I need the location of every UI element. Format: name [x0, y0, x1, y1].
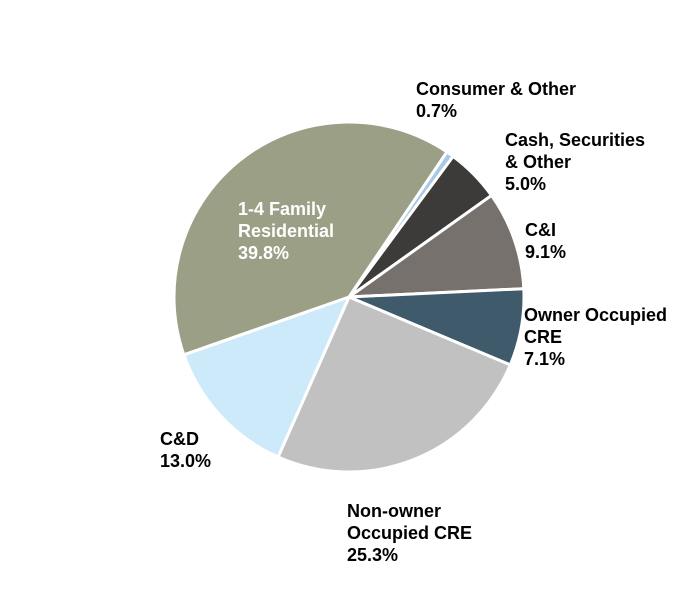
label-owner-name-2: CRE [524, 327, 563, 347]
pie-slice-2 [347, 193, 526, 299]
label-cd: C&D 13.0% [160, 428, 211, 472]
label-family: 1-4 Family Residential 39.8% [238, 198, 334, 264]
label-consumer-pct: 0.7% [416, 101, 458, 121]
pie-slice-5 [182, 295, 351, 459]
label-nonowner: Non-owner Occupied CRE 25.3% [347, 500, 472, 566]
label-cash-pct: 5.0% [505, 174, 547, 194]
label-family-name-2: Residential [238, 221, 335, 241]
label-cash-name-2: & Other [505, 152, 572, 172]
label-owner-name: Owner Occupied [524, 305, 668, 325]
pie-slice-6 [172, 120, 449, 357]
label-family-pct: 39.8% [238, 243, 290, 263]
label-consumer-name: Consumer & Other [416, 79, 577, 99]
label-cash-name: Cash, Securities [505, 130, 646, 150]
label-family-name: 1-4 Family [238, 199, 327, 219]
label-nonowner-name: Non-owner [347, 501, 441, 521]
label-ci-name: C&I [525, 220, 556, 240]
label-ci: C&I 9.1% [525, 219, 566, 263]
label-nonowner-pct: 25.3% [347, 545, 399, 565]
label-ci-pct: 9.1% [525, 242, 567, 262]
label-cd-pct: 13.0% [160, 451, 212, 471]
label-nonowner-name-2: Occupied CRE [347, 523, 473, 543]
label-cd-name: C&D [160, 429, 199, 449]
pie-slice-4 [276, 295, 512, 474]
label-owner: Owner Occupied CRE 7.1% [524, 304, 667, 370]
label-cash: Cash, Securities & Other 5.0% [505, 129, 645, 195]
label-owner-pct: 7.1% [524, 349, 566, 369]
label-consumer: Consumer & Other 0.7% [416, 78, 576, 122]
